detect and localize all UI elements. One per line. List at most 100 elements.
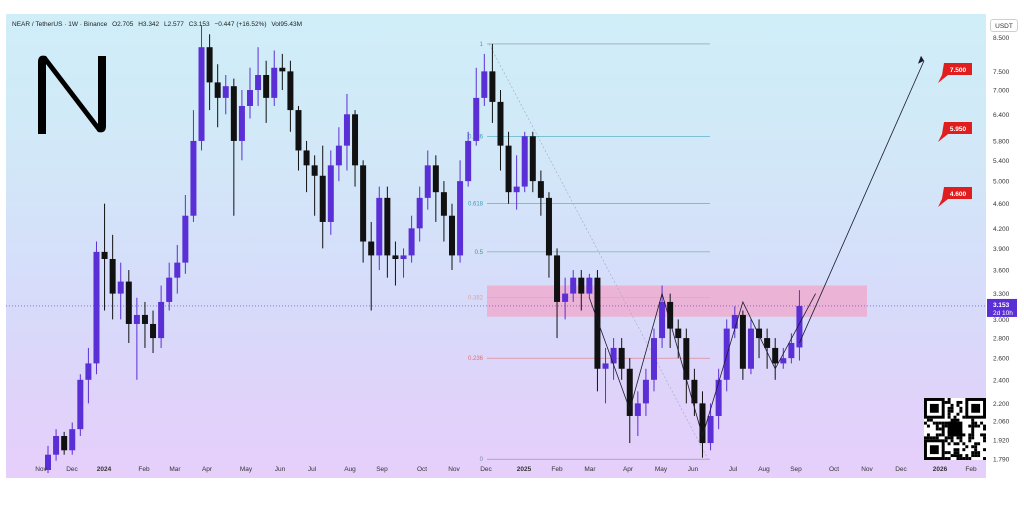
qr-module — [935, 421, 939, 425]
qr-module — [959, 409, 963, 413]
time-tick: 2025 — [517, 466, 532, 473]
qr-module — [950, 418, 954, 422]
time-tick: Nov — [448, 466, 460, 473]
time-tick: Oct — [417, 466, 427, 473]
qr-module — [983, 424, 986, 428]
price-tick: 2.800 — [993, 336, 1010, 343]
qr-module — [956, 400, 960, 404]
qr-module — [947, 406, 951, 410]
countdown-label: 2d 10h — [993, 310, 1013, 317]
candle-body — [255, 74, 262, 91]
qr-module — [980, 433, 984, 437]
candle — [117, 262, 124, 320]
qr-module — [950, 403, 954, 407]
candle — [77, 374, 84, 437]
price-tick: 3.300 — [993, 291, 1010, 298]
candle-body — [303, 150, 310, 166]
fib-label: 0.236 — [468, 356, 484, 362]
candle — [109, 234, 116, 320]
qr-module — [956, 412, 960, 416]
candle — [238, 90, 245, 161]
qr-module — [956, 436, 960, 440]
candle-body — [602, 363, 609, 369]
qr-module — [977, 451, 981, 455]
qr-module — [935, 427, 939, 431]
candle-body — [691, 379, 698, 404]
candle-body — [53, 436, 60, 455]
price-tick: 7.000 — [993, 88, 1010, 95]
qr-module — [953, 442, 957, 446]
time-tick: 2024 — [97, 466, 112, 473]
qr-module — [959, 436, 963, 440]
candle-body — [376, 197, 383, 256]
candle — [158, 285, 165, 348]
time-tick: Apr — [202, 466, 213, 473]
qr-finder — [971, 403, 981, 413]
price-tick: 2.060 — [993, 419, 1010, 426]
candle — [206, 34, 213, 111]
symbol-label[interactable]: NEAR / TetherUS · 1W · Binance — [12, 21, 108, 28]
candle-body — [594, 277, 601, 369]
candle-body — [93, 251, 100, 364]
currency-button[interactable]: USDT — [990, 19, 1018, 32]
candle-body — [513, 186, 520, 193]
candle-body — [529, 136, 536, 182]
candle — [432, 155, 439, 222]
candle-body — [756, 328, 763, 339]
candle — [529, 131, 536, 193]
qr-module — [944, 400, 948, 404]
qr-module — [947, 415, 951, 419]
candle — [93, 241, 100, 375]
price-tick: 3.000 — [993, 317, 1010, 324]
candle — [45, 445, 51, 474]
candle — [537, 170, 544, 216]
time-tick: Oct — [829, 466, 839, 473]
candle-body — [675, 328, 682, 339]
qr-module — [953, 415, 957, 419]
qr-module — [926, 433, 930, 437]
price-tick: 5.000 — [993, 179, 1010, 186]
qr-module — [968, 433, 972, 437]
qr-module — [944, 436, 948, 440]
candle — [675, 319, 682, 359]
price-tick: 4.200 — [993, 226, 1010, 233]
qr-module — [971, 433, 975, 437]
candle-body — [174, 262, 181, 278]
qr-module — [953, 418, 957, 422]
candle — [788, 333, 795, 364]
candle — [392, 241, 399, 286]
qr-module — [962, 433, 966, 437]
price-axis-panel — [986, 14, 1024, 478]
target-price-label: 4.600 — [950, 191, 967, 198]
qr-module — [962, 442, 966, 446]
qr-module — [932, 436, 936, 440]
candle — [659, 285, 666, 348]
last-price-badge — [987, 298, 1017, 317]
qr-module — [971, 436, 975, 440]
candle — [683, 328, 690, 404]
target-price-label: 7.500 — [950, 67, 967, 74]
candle — [505, 131, 512, 204]
candle — [295, 105, 302, 171]
qr-module — [926, 424, 930, 428]
time-tick: Mar — [584, 466, 596, 473]
candle — [739, 310, 746, 380]
candle-body — [521, 136, 528, 187]
qr-module — [941, 424, 945, 428]
time-tick: Apr — [623, 466, 634, 473]
candle-body — [311, 165, 318, 176]
qr-module — [974, 445, 978, 449]
qr-module — [953, 448, 957, 452]
candle-body — [796, 305, 803, 348]
candle-body — [481, 71, 488, 98]
time-tick: Nov — [35, 466, 47, 473]
qr-module — [968, 424, 972, 428]
candle — [101, 203, 108, 311]
time-tick: Dec — [66, 466, 78, 473]
qr-module — [971, 418, 975, 422]
candle — [133, 297, 140, 380]
candle-body — [166, 277, 173, 302]
qr-module — [971, 451, 975, 455]
target-flag: 7.500 — [938, 63, 972, 83]
